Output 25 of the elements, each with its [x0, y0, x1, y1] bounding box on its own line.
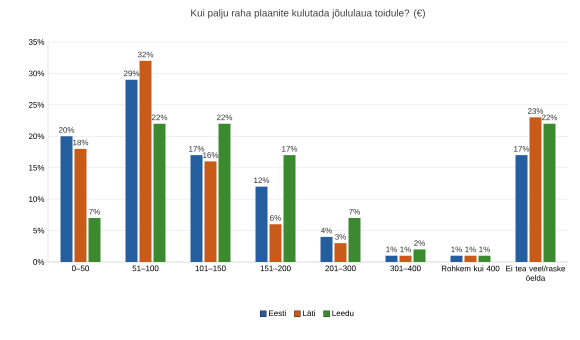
bar [530, 117, 542, 262]
bar [413, 249, 426, 262]
bar [400, 256, 412, 262]
chart-title: Kui palju raha plaanite kulutada jõululaua toidule? (€) [191, 9, 425, 18]
bar [450, 256, 463, 262]
bar [190, 155, 203, 262]
bar [140, 60, 152, 262]
bar [464, 256, 477, 262]
bar [320, 236, 333, 262]
bar [348, 218, 360, 262]
bar [256, 186, 268, 262]
bar [386, 256, 398, 262]
bar [543, 124, 556, 262]
bar [516, 155, 528, 262]
bar [88, 218, 100, 262]
bar [334, 243, 347, 262]
bar [74, 148, 86, 262]
bar [126, 80, 138, 262]
bar [153, 124, 166, 262]
bar [270, 224, 282, 262]
bar [60, 136, 73, 262]
bar [478, 256, 490, 262]
bar [283, 155, 296, 262]
bar [218, 124, 230, 262]
bar [204, 161, 216, 262]
